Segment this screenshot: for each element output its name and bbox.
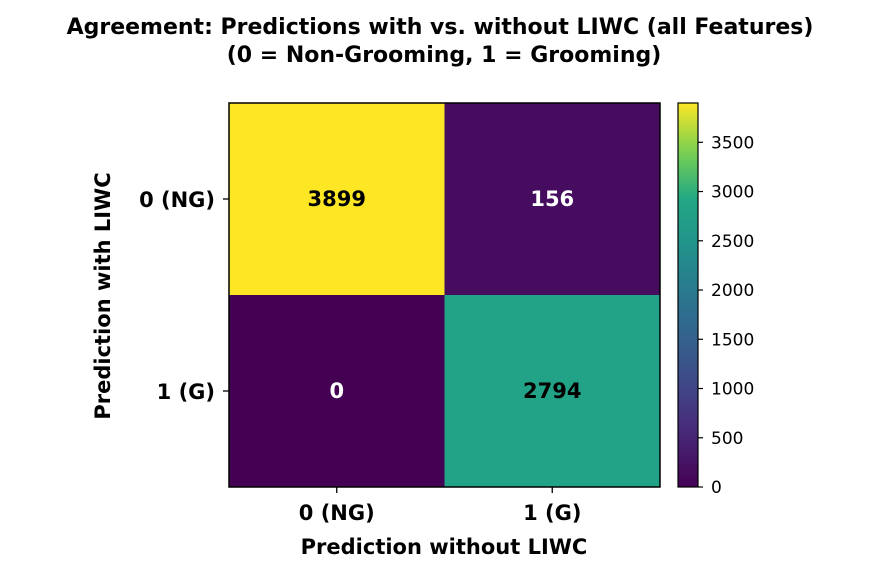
chart-subtitle: (0 = Non-Grooming, 1 = Grooming) — [227, 43, 662, 68]
colorbar-tick-label: 1000 — [711, 380, 754, 400]
cell-value-label: 3899 — [308, 187, 366, 211]
cell-value-label: 156 — [530, 187, 574, 211]
heatmap-cell — [444, 103, 661, 296]
colorbar-tick-label: 0 — [711, 478, 722, 498]
heatmap-cell — [229, 295, 445, 488]
chart-title: Agreement: Predictions with vs. without … — [67, 15, 814, 40]
y-tick-label: 0 (NG) — [139, 188, 215, 212]
plot-frame — [228, 102, 661, 488]
cell-value-label: 2794 — [523, 379, 581, 403]
colorbar-ticks: 0 500 1000 1500 2000 2500 3000 3500 — [698, 133, 754, 498]
x-axis: 0 (NG) 1 (G) — [299, 487, 581, 525]
y-tick-label: 1 (G) — [157, 380, 215, 404]
x-tick-label: 0 (NG) — [299, 501, 375, 525]
cell-value-label: 0 — [329, 379, 344, 403]
colorbar-frame — [677, 102, 699, 488]
colorbar-tick-label: 3500 — [711, 133, 754, 153]
y-axis: 0 (NG) 1 (G) — [139, 188, 229, 404]
x-axis-label: Prediction without LIWC — [301, 535, 588, 559]
heatmap-cell — [229, 103, 445, 296]
heatmap-cell — [444, 295, 661, 488]
colorbar-tick-label: 500 — [711, 429, 743, 449]
colorbar — [678, 103, 698, 487]
colorbar-tick-label: 2500 — [711, 232, 754, 252]
x-tick-label: 1 (G) — [523, 501, 581, 525]
heatmap-cells: 3899 156 0 2794 — [229, 103, 661, 488]
colorbar-tick-label: 2000 — [711, 281, 754, 301]
colorbar-tick-label: 1500 — [711, 330, 754, 350]
colorbar-tick-label: 3000 — [711, 183, 754, 203]
y-axis-label: Prediction with LIWC — [91, 172, 115, 419]
